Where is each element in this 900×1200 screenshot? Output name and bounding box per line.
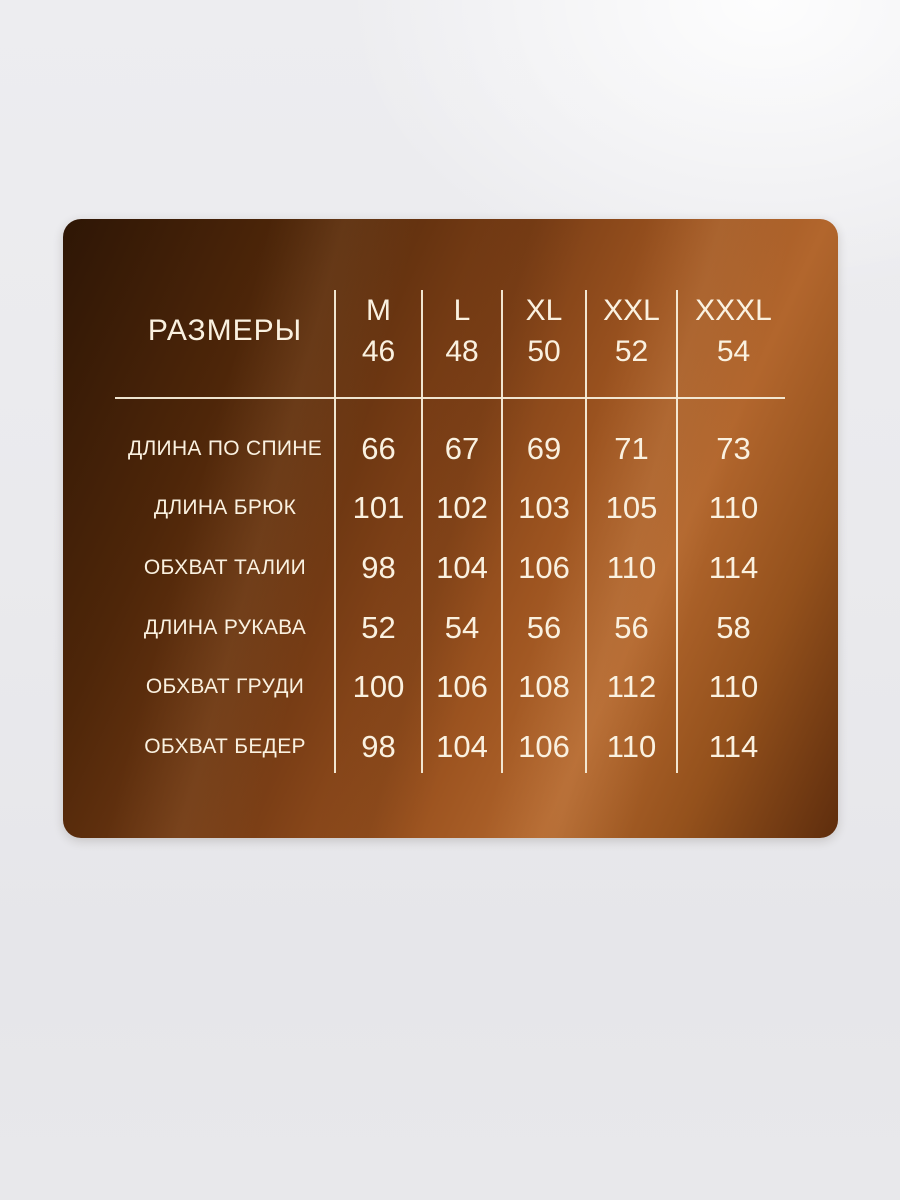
row-label: ОБХВАТ ТАЛИИ — [143, 556, 307, 580]
value-cell: 104 — [436, 729, 488, 765]
size-letter: XL — [525, 294, 563, 327]
value-cell: 67 — [444, 430, 480, 466]
row-label: ДЛИНА БРЮК — [153, 496, 297, 520]
value-cell: 56 — [526, 609, 562, 645]
table-row: ОБХВАТ ГРУДИ 100 106 108 112 110 — [63, 658, 790, 718]
value-cell: 108 — [518, 669, 570, 705]
value-cell: 100 — [352, 669, 405, 705]
row-label: ОБХВАТ ГРУДИ — [145, 675, 305, 699]
value-cell: 106 — [436, 669, 488, 705]
row-label: ДЛИНА ПО СПИНЕ — [127, 436, 323, 460]
value-cell: 54 — [444, 609, 480, 645]
value-cell: 98 — [361, 550, 396, 586]
size-letter: M — [366, 294, 391, 327]
value-cell: 106 — [518, 550, 570, 586]
value-cell: 73 — [716, 430, 751, 466]
table-row: ДЛИНА БРЮК 101 102 103 105 110 — [63, 479, 790, 539]
table-row: ОБХВАТ ТАЛИИ 98 104 106 110 114 — [63, 538, 790, 598]
size-number: 54 — [716, 335, 751, 368]
value-cell: 114 — [708, 550, 759, 586]
value-cell: 101 — [352, 490, 405, 526]
value-cell: 110 — [606, 729, 657, 765]
table-title: РАЗМЕРЫ — [147, 314, 303, 347]
column-divider — [334, 290, 336, 773]
value-cell: 103 — [518, 490, 570, 526]
value-cell: 104 — [436, 550, 488, 586]
size-letter: L — [453, 294, 471, 327]
size-column-header-xl: XL 50 — [502, 290, 586, 372]
value-cell: 110 — [708, 669, 759, 705]
row-label: ОБХВАТ БЕДЕР — [144, 735, 306, 759]
column-divider — [501, 290, 503, 773]
size-column-header-xxxl: XXXL 54 — [677, 290, 790, 372]
value-cell: 112 — [606, 669, 657, 705]
value-cell: 71 — [614, 430, 649, 466]
size-number: 52 — [614, 335, 649, 368]
header-row: РАЗМЕРЫ M 46 L 48 XL 50 XXL 52 XXXL 54 — [63, 290, 790, 372]
column-divider — [421, 290, 423, 773]
value-cell: 98 — [361, 729, 396, 765]
table-row: ОБХВАТ БЕДЕР 98 104 106 110 114 — [63, 717, 790, 777]
value-cell: 66 — [361, 430, 396, 466]
value-cell: 106 — [518, 729, 570, 765]
size-number: 46 — [361, 335, 396, 368]
value-cell: 110 — [708, 490, 759, 526]
table-row: ДЛИНА РУКАВА 52 54 56 56 58 — [63, 598, 790, 658]
size-column-header-xxl: XXL 52 — [586, 290, 677, 372]
size-column-header-l: L 48 — [422, 290, 502, 372]
value-cell: 102 — [436, 490, 488, 526]
value-cell: 69 — [526, 430, 562, 466]
column-divider — [585, 290, 587, 773]
table-row: ДЛИНА ПО СПИНЕ 66 67 69 71 73 — [63, 419, 790, 479]
table-body: ДЛИНА ПО СПИНЕ 66 67 69 71 73 ДЛИНА БРЮК 101 102… — [63, 419, 790, 777]
value-cell: 110 — [606, 550, 657, 586]
size-column-header-m: M 46 — [335, 290, 422, 372]
size-letter: XXXL — [695, 294, 772, 327]
size-number: 48 — [445, 335, 479, 368]
value-cell: 56 — [614, 609, 649, 645]
size-number: 50 — [527, 335, 561, 368]
value-cell: 105 — [605, 490, 658, 526]
size-letter: XXL — [603, 294, 660, 327]
value-cell: 58 — [716, 609, 751, 645]
column-divider — [676, 290, 678, 773]
row-label: ДЛИНА РУКАВА — [143, 615, 307, 639]
value-cell: 114 — [708, 729, 759, 765]
value-cell: 52 — [361, 609, 396, 645]
size-chart-panel: РАЗМЕРЫ M 46 L 48 XL 50 XXL 52 XXXL 54 ДЛИНА ПО С… — [63, 219, 838, 838]
header-divider — [115, 397, 785, 399]
